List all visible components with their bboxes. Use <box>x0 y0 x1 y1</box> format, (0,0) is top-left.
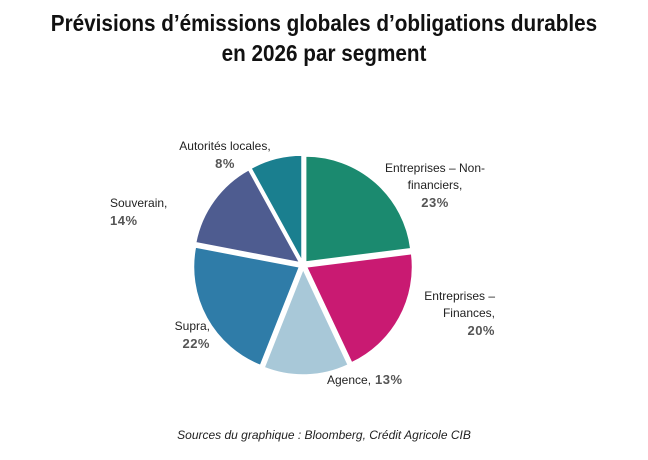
category-label: Agence, <box>327 373 372 387</box>
slice-label: Autorités locales, 8% <box>160 138 290 172</box>
category-label: Supra, <box>174 319 210 333</box>
pie-slice <box>194 168 302 264</box>
pie-slice <box>192 246 301 367</box>
slice-label: Supra, 22% <box>120 318 210 352</box>
pie-slice <box>249 154 303 262</box>
pie-slice <box>305 252 414 364</box>
category-label: Entreprises – Non-financiers, <box>384 161 486 192</box>
category-label: Entreprises – Finances, <box>424 289 495 320</box>
value-label: 22% <box>182 336 210 351</box>
value-label: 14% <box>110 213 138 228</box>
category-label: Souverain, <box>110 196 168 210</box>
value-label: 23% <box>421 195 449 210</box>
category-label: Autorités locales, <box>179 139 271 153</box>
slice-label: Agence, 13% <box>327 371 447 389</box>
chart-title: Prévisions d’émissions globales d’obliga… <box>50 10 598 66</box>
slice-label: Entreprises – Finances, 20% <box>395 288 495 339</box>
value-label: 8% <box>215 156 235 171</box>
pie-slice <box>263 267 350 376</box>
value-label: 20% <box>467 323 495 338</box>
slice-label: Entreprises – Non-financiers, 23% <box>370 160 500 211</box>
slice-label: Souverain, 14% <box>110 195 190 229</box>
pie-slice <box>304 155 412 263</box>
value-label: 13% <box>375 372 403 387</box>
source: Sources du graphique : Bloomberg, Crédit… <box>177 428 471 442</box>
